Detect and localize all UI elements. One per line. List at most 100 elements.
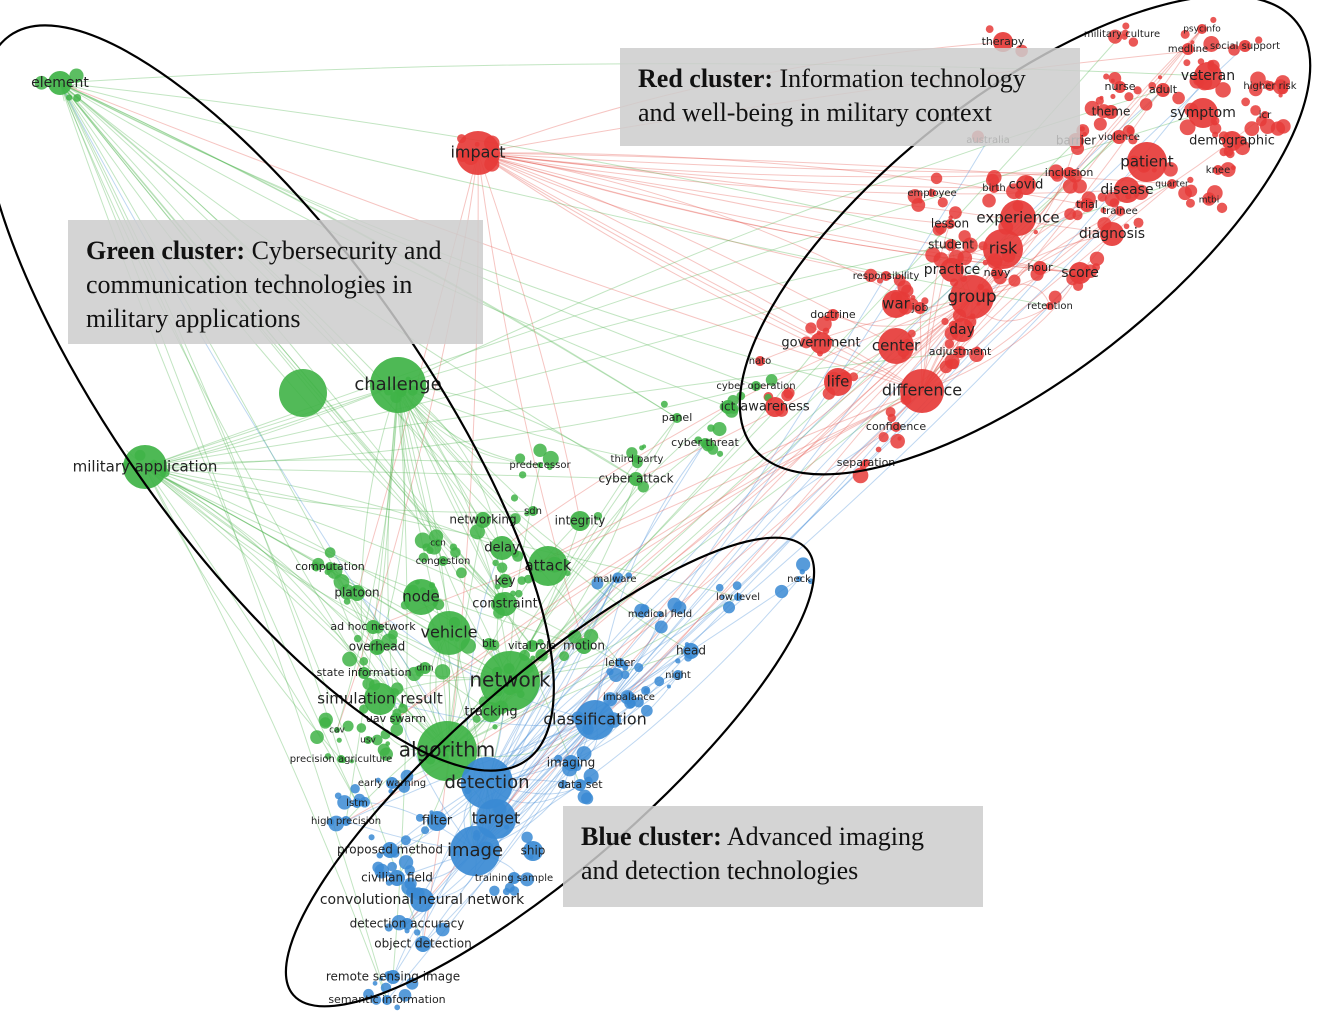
node-label: birth [982,183,1006,194]
edge [477,152,887,277]
node [1046,302,1054,310]
minor-node [716,450,724,457]
minor-node [1163,161,1178,177]
minor-node [413,929,421,936]
minor-node [982,259,989,266]
minor-node [1097,192,1107,202]
minor-node [715,583,724,592]
node [352,798,362,808]
edge [921,223,951,392]
minor-node [1216,202,1228,214]
minor-node [434,664,451,680]
minor-node [1157,75,1163,80]
minor-node [1248,82,1263,97]
node-label: mtbi [1199,196,1220,206]
edge [628,296,973,698]
edge [345,384,399,822]
node-label: trainee [1102,206,1138,217]
minor-node [502,887,511,896]
edge [144,466,448,752]
edge [446,478,637,752]
node-label: ccn [430,539,446,549]
minor-node [1228,44,1240,56]
minor-node [518,471,527,479]
minor-node [515,453,526,464]
edge [59,82,365,674]
edge [509,406,729,682]
node-label: remote sensing image [326,970,460,984]
node-label: vehicle [421,623,478,642]
node-label: medline [1168,44,1208,55]
minor-node [414,532,431,549]
node-label: networking [449,513,516,527]
minor-node [875,446,882,453]
edge [477,152,923,392]
node [751,381,761,391]
node [796,576,802,582]
minor-node [921,297,929,305]
node-label: challenge [354,374,441,395]
node [410,888,434,912]
edge [474,578,800,852]
minor-node [1103,73,1110,80]
minor-node [583,768,599,784]
edge [921,204,1088,392]
node [526,640,538,652]
node-label: life [827,373,850,391]
minor-node [987,170,1002,185]
minor-node [805,322,817,334]
node-label: diagnosis [1079,226,1145,242]
minor-node [660,400,668,408]
edge [477,152,951,225]
node [325,562,335,572]
edge [486,89,1164,784]
minor-node [456,567,467,579]
minor-node [350,784,360,794]
node-label: object detection [374,937,471,951]
node [1239,40,1251,52]
edge [466,547,503,852]
edge [59,82,1081,274]
minor-node [946,359,953,366]
minor-node [66,94,73,101]
node-label: malware [594,574,637,585]
node-label: higher risk [1243,81,1296,92]
node-label: confidence [866,420,926,433]
node [945,219,955,229]
node-label: disease [1100,182,1153,198]
edge [477,152,585,647]
edge [144,385,757,468]
node [366,620,380,634]
node [563,755,579,771]
node [683,643,699,659]
minor-node [450,547,461,558]
node-label: convolutional neural network [320,892,525,908]
minor-node [375,777,381,783]
node [382,995,392,1005]
node-label: navy [984,266,1011,279]
node-label: classification [543,710,647,729]
node [672,413,682,423]
node [824,368,852,396]
cluster-name: Blue cluster: [581,822,722,851]
node [881,271,891,281]
minor-node [593,511,603,521]
minor-node [384,923,393,932]
minor-node [958,230,971,243]
edge [397,384,488,784]
minor-node [496,562,508,573]
minor-node [1084,100,1100,116]
minor-node [421,826,430,835]
edge [397,384,661,615]
edge [59,82,424,945]
minor-node [1099,95,1104,100]
minor-node [1230,165,1236,171]
node-label: network [469,668,551,692]
node [950,275,994,319]
node [1114,81,1126,93]
node [1115,206,1125,216]
node [334,727,340,733]
node [1114,177,1140,203]
minor-node [641,685,651,696]
edge [397,384,506,582]
